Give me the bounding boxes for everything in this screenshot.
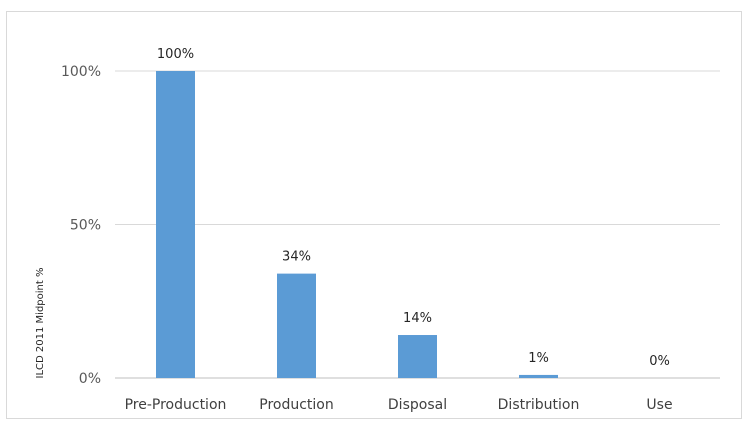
chart-frame xyxy=(6,11,742,419)
bar-disposal xyxy=(398,335,437,378)
y-axis-label: ILCD 2011 Midpoint % xyxy=(35,268,46,379)
category-label: Distribution xyxy=(498,397,580,413)
data-label: 1% xyxy=(528,351,549,366)
category-label: Use xyxy=(646,397,672,413)
x-axis-categories: Pre-Production Production Disposal Distribu… xyxy=(125,397,673,413)
y-tick-label: 100% xyxy=(61,64,101,80)
data-label: 0% xyxy=(649,354,670,369)
category-label: Disposal xyxy=(388,397,447,413)
y-axis-ticks: 0% 50% 100% xyxy=(61,64,101,387)
data-label: 34% xyxy=(282,250,311,265)
category-label: Production xyxy=(259,397,333,413)
category-label: Pre-Production xyxy=(125,397,227,413)
data-label: 14% xyxy=(403,311,432,326)
y-tick-label: 0% xyxy=(79,371,101,387)
bar-distribution xyxy=(519,374,558,378)
bars xyxy=(156,71,558,378)
gridlines xyxy=(115,70,720,379)
data-label: 100% xyxy=(157,47,194,62)
y-tick-label: 50% xyxy=(70,218,101,234)
bar-production xyxy=(277,273,316,378)
data-labels: 100% 34% 14% 1% 0% xyxy=(157,47,670,369)
bar-pre-production xyxy=(156,71,195,378)
